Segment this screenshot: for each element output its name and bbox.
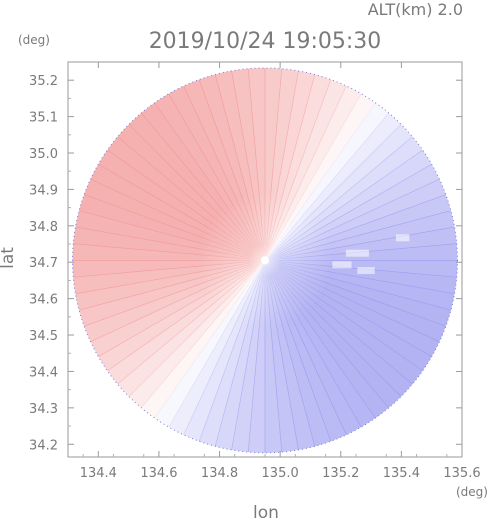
chart-title: 2019/10/24 19:05:30 bbox=[149, 29, 382, 54]
clutter-streak bbox=[345, 249, 369, 257]
altitude-label: ALT(km) 2.0 bbox=[368, 0, 463, 19]
y-tick-label: 35.1 bbox=[29, 111, 58, 126]
radar-disk bbox=[72, 67, 458, 453]
clutter-streak bbox=[357, 267, 375, 275]
axis-ticks: 134.4 134.6 134.8 135.0 135.2 135.4 135.6 35.2 3… bbox=[29, 62, 481, 481]
radar-range-circle bbox=[72, 67, 458, 454]
x-tick-label: 135.4 bbox=[383, 466, 420, 481]
x-axis-label: lon bbox=[253, 503, 279, 521]
x-tick-label: 135.0 bbox=[262, 466, 299, 481]
x-unit-label: (deg) bbox=[456, 485, 488, 499]
y-unit-label: (deg) bbox=[18, 33, 50, 47]
x-tick-label: 134.8 bbox=[201, 466, 238, 481]
y-tick-label: 34.2 bbox=[29, 438, 58, 453]
y-tick-label: 35.2 bbox=[29, 74, 58, 89]
clutter-streak bbox=[395, 234, 410, 242]
y-tick-label: 34.4 bbox=[29, 365, 58, 380]
x-tick-label: 134.6 bbox=[140, 466, 177, 481]
x-tick-label: 134.4 bbox=[80, 466, 117, 481]
y-tick-label: 34.8 bbox=[29, 220, 58, 235]
x-tick-label: 135.6 bbox=[443, 466, 480, 481]
x-tick-label: 135.2 bbox=[322, 466, 359, 481]
y-tick-label: 34.7 bbox=[29, 256, 58, 271]
y-tick-label: 34.6 bbox=[29, 293, 58, 308]
y-tick-label: 34.9 bbox=[29, 183, 58, 198]
clutter-streak bbox=[332, 261, 352, 269]
y-tick-label: 34.5 bbox=[29, 329, 58, 344]
y-tick-label: 34.3 bbox=[29, 402, 58, 417]
y-axis-label: lat bbox=[0, 247, 18, 269]
radar-site-marker bbox=[261, 256, 269, 265]
y-tick-label: 35.0 bbox=[29, 147, 58, 162]
